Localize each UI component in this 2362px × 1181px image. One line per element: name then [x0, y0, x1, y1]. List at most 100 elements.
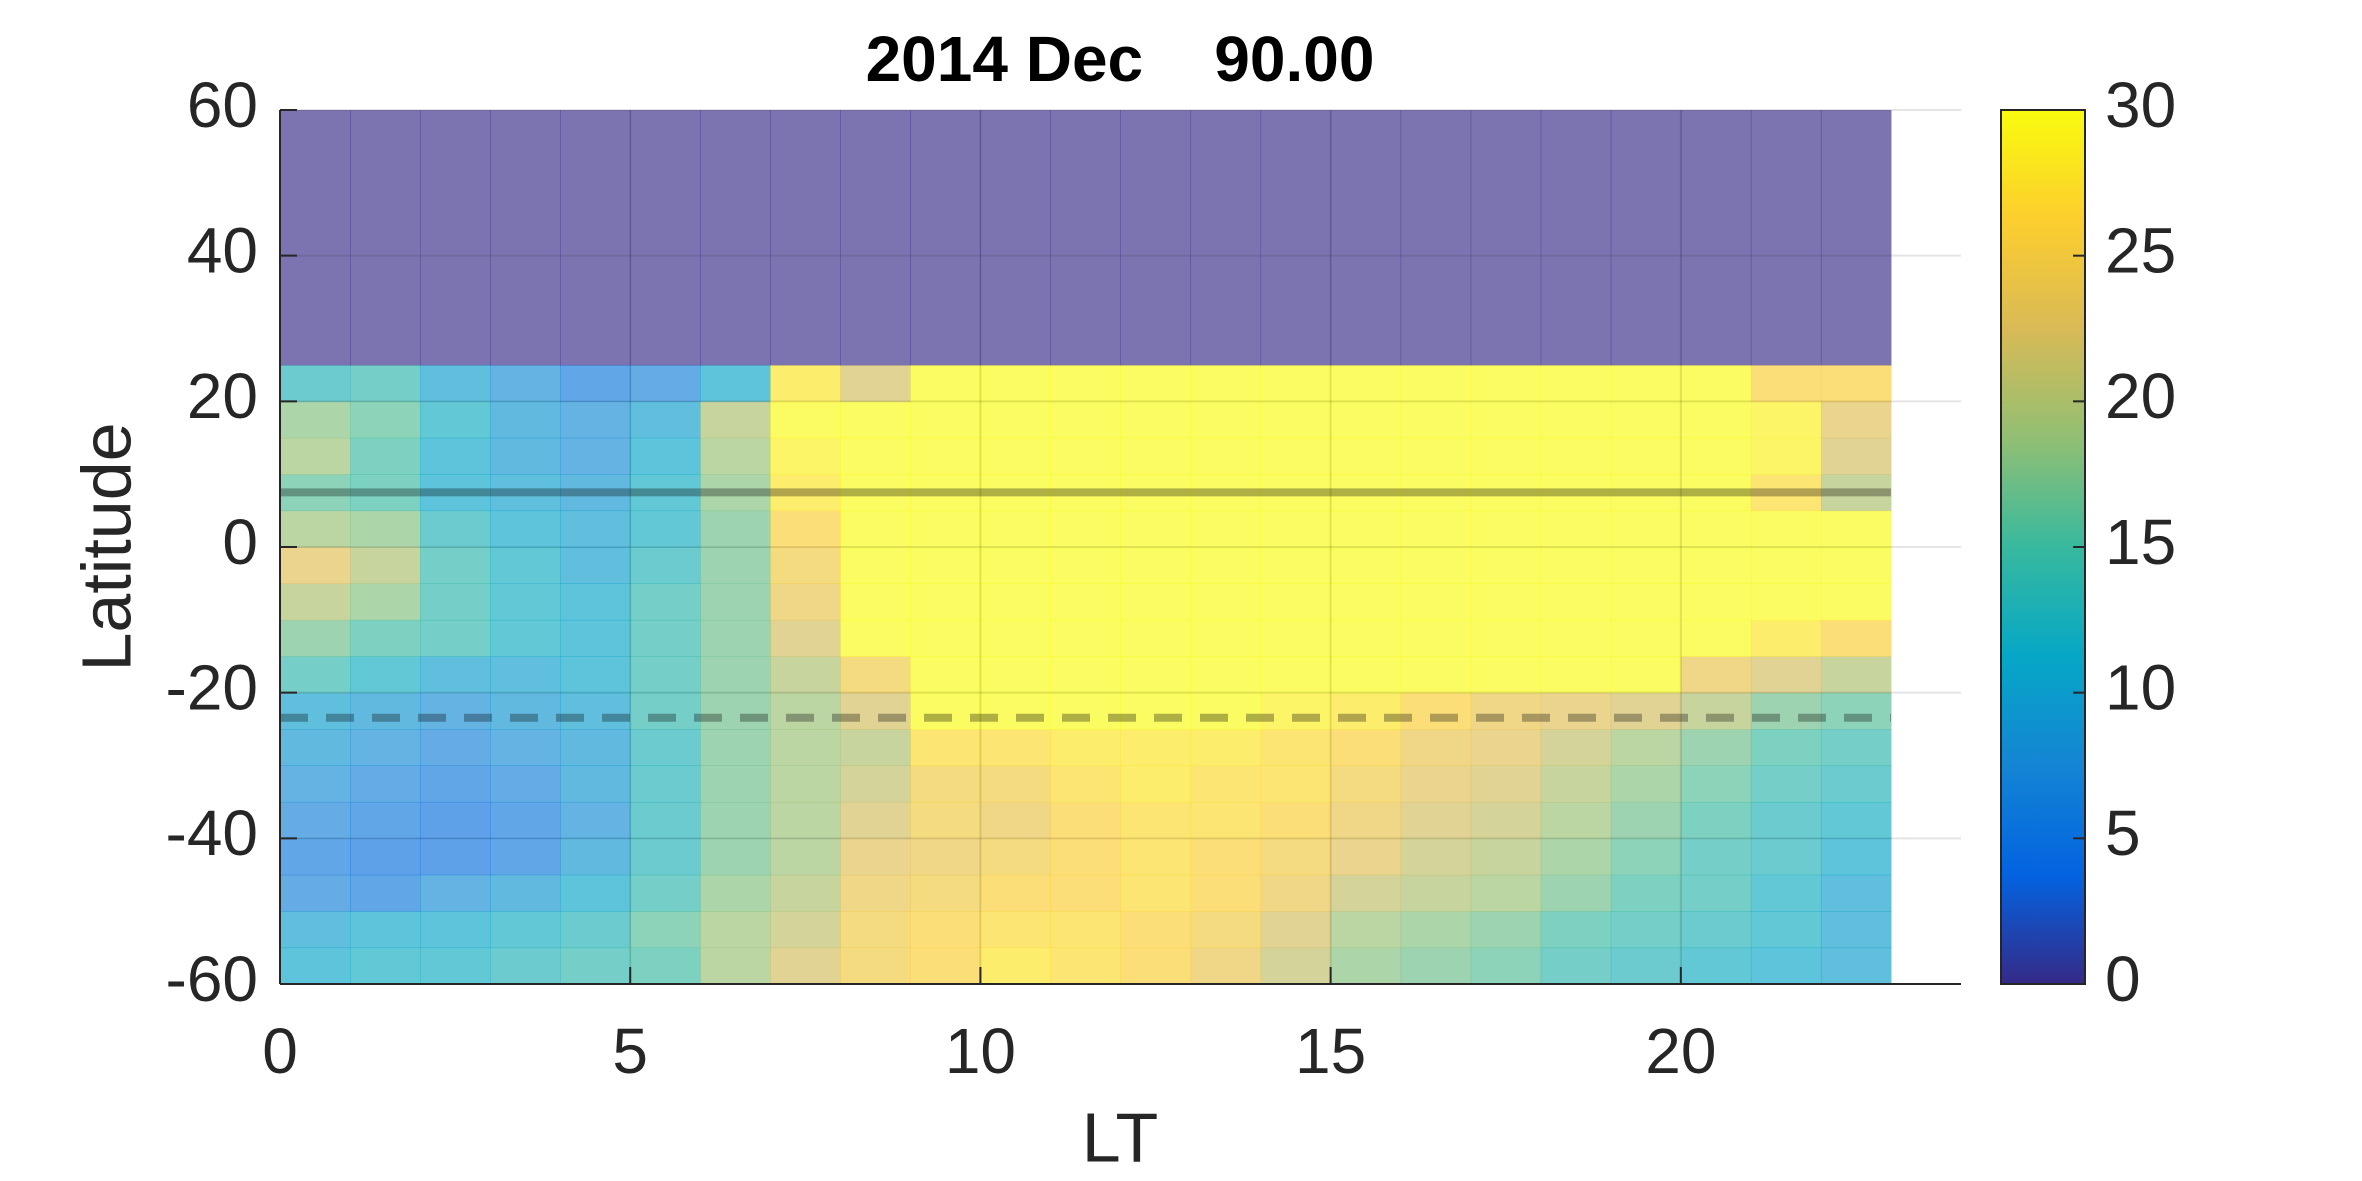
heat-cell	[700, 583, 771, 621]
heat-cell	[1260, 437, 1332, 475]
heat-cell	[1050, 947, 1121, 985]
heat-cell	[1190, 110, 1262, 366]
heat-cell	[770, 692, 841, 730]
heat-cell	[840, 656, 911, 694]
heat-cell	[1120, 656, 1192, 694]
heat-cell	[1190, 437, 1262, 475]
heat-cell	[1260, 838, 1332, 876]
heat-cell	[350, 801, 421, 839]
heat-cell	[1610, 364, 1682, 402]
heat-cell	[490, 547, 561, 584]
heat-cell	[420, 729, 491, 766]
heat-cell	[1680, 364, 1752, 402]
heat-cell	[770, 474, 841, 512]
heat-cell	[1820, 619, 1892, 657]
heat-cell	[840, 947, 911, 985]
heat-cell	[560, 801, 631, 839]
heat-cell	[1330, 801, 1402, 839]
heat-cell	[1120, 874, 1192, 912]
heat-cell	[700, 474, 771, 512]
heat-cell	[350, 765, 421, 803]
heat-cell	[420, 110, 491, 366]
heat-cell	[560, 874, 631, 912]
heat-cell	[1680, 656, 1752, 694]
heat-cell	[840, 510, 911, 548]
heat-cell	[490, 619, 561, 657]
heat-cell	[1330, 765, 1402, 803]
heat-cell	[1400, 729, 1472, 766]
colorbar-tick-label: 25	[2105, 215, 2176, 287]
heat-cell	[280, 510, 351, 548]
heat-cell	[1750, 692, 1822, 730]
heat-cell	[560, 656, 631, 694]
heat-cell	[1750, 619, 1822, 657]
heat-cell	[350, 437, 421, 475]
heat-cell	[1260, 364, 1332, 402]
heat-cell	[1330, 474, 1402, 512]
heat-cell	[1120, 437, 1192, 475]
heat-cell	[1050, 656, 1121, 694]
heat-cell	[1610, 947, 1682, 985]
heat-cell	[980, 801, 1051, 839]
heat-cell	[280, 401, 351, 439]
heat-cell	[280, 656, 351, 694]
heat-cell	[910, 619, 981, 657]
heat-cell	[1610, 911, 1682, 949]
heat-cell	[1470, 692, 1542, 730]
heat-cell	[1610, 110, 1682, 366]
heat-cell	[1330, 656, 1402, 694]
heat-cell	[420, 947, 491, 985]
heat-cell	[700, 110, 771, 366]
heat-cell	[630, 656, 701, 694]
heat-cell	[630, 547, 701, 584]
heat-cell	[630, 801, 701, 839]
heat-cell	[1120, 619, 1192, 657]
heat-cell	[280, 583, 351, 621]
heat-cell	[1820, 765, 1892, 803]
heat-cell	[1400, 547, 1472, 584]
heat-cell	[1120, 547, 1192, 584]
heat-cell	[1610, 619, 1682, 657]
heat-cell	[1680, 619, 1752, 657]
heat-cell	[1540, 583, 1612, 621]
heat-cell	[840, 838, 911, 876]
heat-cell	[1120, 801, 1192, 839]
heat-cell	[350, 510, 421, 548]
heat-cell	[350, 656, 421, 694]
heat-cell	[1540, 510, 1612, 548]
heat-cell	[1120, 692, 1192, 730]
heat-cell	[1400, 911, 1472, 949]
heat-cell	[1820, 911, 1892, 949]
colorbar	[2000, 109, 2086, 985]
heat-cell	[910, 656, 981, 694]
heat-cell	[1750, 801, 1822, 839]
heat-cell	[1190, 729, 1262, 766]
heat-cell	[560, 765, 631, 803]
heat-cell	[1680, 947, 1752, 985]
heat-cell	[280, 474, 351, 512]
heat-cell	[1260, 474, 1332, 512]
heat-cell	[1260, 510, 1332, 548]
heat-cell	[1680, 437, 1752, 475]
heat-cell	[1260, 656, 1332, 694]
heat-cell	[560, 364, 631, 402]
heat-cell	[700, 874, 771, 912]
heat-cell	[1260, 729, 1332, 766]
heat-cell	[1820, 401, 1892, 439]
heat-cell	[560, 583, 631, 621]
heat-cell	[1400, 437, 1472, 475]
heat-cell	[1750, 364, 1822, 402]
heat-cell	[700, 838, 771, 876]
heat-cell	[980, 401, 1051, 439]
heat-cell	[1610, 765, 1682, 803]
heat-cell	[490, 911, 561, 949]
heat-cell	[1820, 110, 1892, 366]
heat-cell	[280, 547, 351, 584]
heat-cell	[1400, 765, 1472, 803]
heat-cell	[1330, 401, 1402, 439]
heat-cell	[1540, 874, 1612, 912]
heat-cell	[700, 801, 771, 839]
heat-cell	[1610, 801, 1682, 839]
x-tick-label: 5	[612, 1015, 648, 1087]
